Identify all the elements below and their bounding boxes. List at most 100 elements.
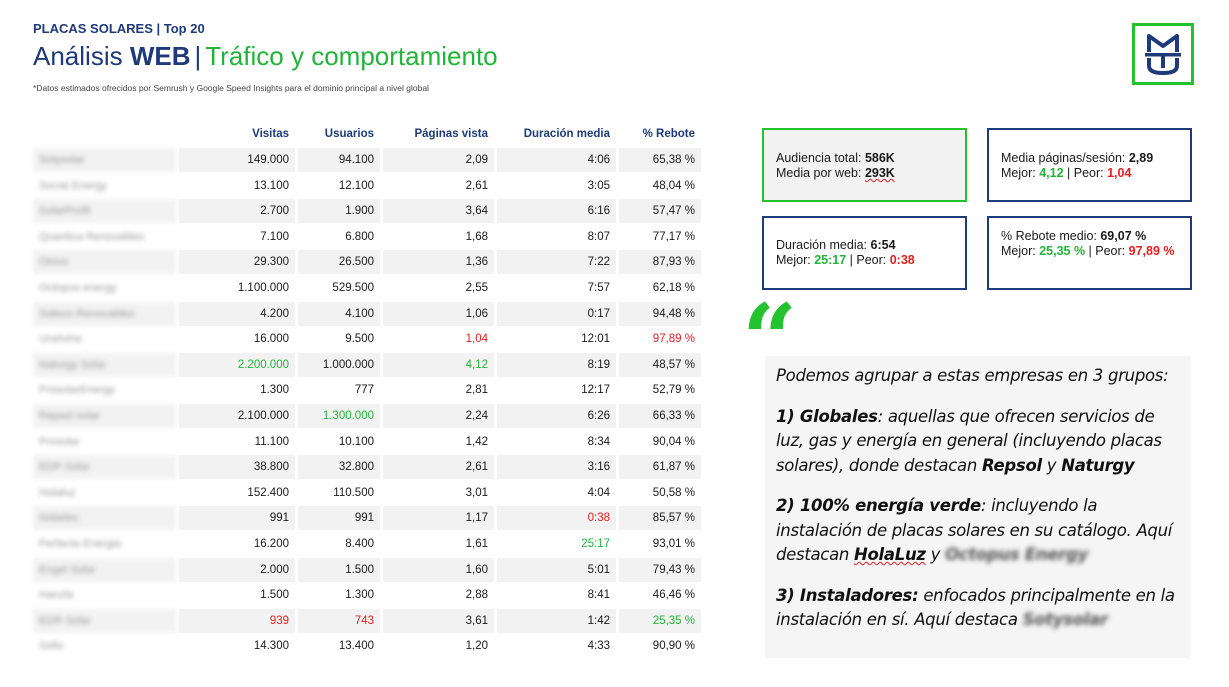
duracion-peor: 0:38: [889, 253, 915, 267]
insight-quote: Podemos agrupar a estas empresas en 3 gr…: [765, 356, 1190, 658]
company-name: EDP Solar: [33, 455, 176, 480]
cell-rebote: 85,57 %: [619, 506, 701, 531]
company-name: EDR Solar: [33, 608, 176, 633]
cell-duracion: 4:06: [497, 148, 616, 172]
company-name: Sateco Renovables: [33, 301, 176, 326]
company-name: ProsolarEnergy: [39, 384, 115, 397]
table-row: Quantica Renovables 7.100 6.800 1,68 8:07 77,…: [33, 225, 701, 251]
col-usuarios: Usuarios: [324, 128, 374, 140]
table-row: Social Energy 13.100 12.100 2,61 3:05 48,04 %: [33, 174, 701, 200]
cell-duracion: 1:42: [497, 608, 616, 633]
paginas-peor: 1,04: [1107, 166, 1132, 180]
group-1-and: y: [1041, 455, 1062, 475]
cell-rebote: 93,01 %: [652, 537, 695, 550]
cell-paginas: 4,12: [383, 352, 494, 377]
cell-duracion: 4:04: [587, 486, 610, 499]
cell-paginas: 2,09: [383, 148, 494, 172]
table-row: Sateco Renovables 4.200 4.100 1,06 0:17 94,48…: [33, 301, 701, 328]
cell-paginas: 1,60: [383, 557, 494, 582]
source-note: *Datos estimados ofrecidos por Semrush y…: [33, 83, 429, 93]
cell-rebote: 77,17 %: [652, 230, 695, 243]
cell-rebote: 61,87 %: [619, 455, 701, 480]
group-3-title: 3) Instaladores:: [776, 585, 919, 605]
cell-paginas: 1,06: [383, 301, 494, 326]
cell-paginas: 2,61: [465, 179, 488, 192]
rebote-label: % Rebote medio:: [1001, 229, 1101, 243]
cell-visitas: 7.100: [260, 230, 289, 243]
cell-duracion: 7:22: [497, 250, 616, 275]
group-3-brand: Sotysolar: [1022, 610, 1109, 629]
table-row: Otovo 29.300 26.500 1,36 7:22 87,93 %: [33, 250, 701, 276]
table-row: Sollo 14.300 13.400 1,20 4:33 90,90 %: [33, 634, 701, 660]
rebote-mejor-label: Mejor:: [1001, 244, 1040, 258]
media-web-label: Media por web:: [776, 166, 865, 180]
quote-group-2: 2) 100% energía verde: incluyendo la ins…: [776, 494, 1180, 568]
paginas-mejor: 4,12: [1039, 166, 1064, 180]
table-row: ProsolarEnergy 1.300 777 2,81 12:17 52,79 %: [33, 378, 701, 404]
table-row: SolarProfit 2.700 1.900 3,64 6:16 57,47 %: [33, 199, 701, 225]
cell-usuarios: 8.400: [345, 537, 374, 550]
cell-usuarios: 110.500: [333, 486, 374, 499]
stat-rebote: % Rebote medio: 69,07 % Mejor: 25,35 % |…: [987, 216, 1192, 290]
title-prefix: Análisis: [33, 41, 130, 71]
table-row: Repsol solar 2.100.000 1.300.000 2,24 6:26 66…: [33, 403, 701, 430]
paginas-mejor-label: Mejor:: [1001, 166, 1040, 180]
col-rebote: % Rebote: [642, 128, 695, 140]
company-name: Social Energy: [39, 179, 107, 192]
table-row: Unelvine 16.000 9.500 1,04 12:01 97,89 %: [33, 327, 701, 353]
paginas-value: 2,89: [1128, 151, 1154, 165]
table-header: Visitas Usuarios Páginas vista Duración …: [33, 124, 701, 148]
media-web-value: 293K: [864, 166, 895, 180]
cell-paginas: 1,61: [465, 537, 488, 550]
title-separator: |: [194, 41, 202, 71]
group-2-brand-2: Octopus Energy: [945, 545, 1088, 564]
cell-paginas: 1,17: [383, 506, 494, 531]
cell-paginas: 2,24: [383, 403, 494, 428]
stat-paginas: Media páginas/sesión: 2,89 Mejor: 4,12 |…: [987, 128, 1192, 202]
section-tag: PLACAS SOLARES | Top 20: [33, 21, 205, 36]
cell-duracion: 12:01: [581, 333, 610, 346]
cell-usuarios: 9.500: [345, 333, 374, 346]
page-title: Análisis WEB | Tráfico y comportamiento: [33, 41, 498, 72]
stat-audiencia: Audiencia total: 586K Media por web: 293…: [762, 128, 967, 202]
table-row: Prosolar 11.100 10.100 1,42 8:34 90,04 %: [33, 430, 701, 456]
cell-visitas: 149.000: [179, 148, 295, 172]
cell-paginas: 2,88: [465, 589, 488, 602]
company-name: Repsol solar: [33, 403, 176, 428]
quote-group-1: 1) Globales: aquellas que ofrecen servic…: [776, 405, 1180, 479]
group-2-and: y: [925, 545, 946, 564]
cell-duracion: 8:07: [587, 230, 610, 243]
cell-rebote: 87,93 %: [619, 250, 701, 275]
table-row: Sobelec 991 991 1,17 0:38 85,57 %: [33, 506, 701, 532]
quote-group-3: 3) Instaladores: enfocados principalment…: [776, 584, 1180, 633]
table-row: Holaluz 152.400 110.500 3,01 4:04 50,58 %: [33, 481, 701, 507]
cell-visitas: 991: [179, 506, 295, 531]
rebote-peor: 97,89 %: [1128, 244, 1175, 258]
group-1-brand-2: Naturgy: [1061, 455, 1135, 475]
cell-rebote: 57,47 %: [619, 199, 701, 224]
cell-duracion: 4:33: [587, 640, 610, 653]
company-name: Sotysolar: [33, 148, 176, 172]
cell-visitas: 14.300: [253, 640, 289, 653]
company-name: Quantica Renovables: [39, 230, 145, 243]
group-2-title: 2) 100% energía verde: [776, 496, 981, 515]
cell-visitas: 4.200: [179, 301, 295, 326]
logo-mark-icon: [1145, 34, 1181, 76]
cell-rebote: 48,57 %: [619, 352, 701, 377]
cell-duracion: 6:16: [497, 199, 616, 224]
cell-usuarios: 991: [298, 506, 380, 531]
duracion-value: 6:54: [870, 238, 896, 252]
cell-paginas: 1,36: [383, 250, 494, 275]
duracion-label: Duración media:: [776, 238, 871, 252]
cell-usuarios: 777: [354, 384, 374, 397]
cell-rebote: 46,46 %: [652, 589, 695, 602]
cell-visitas: 1.100.000: [237, 281, 289, 294]
company-name: Perfecta Energia: [39, 537, 121, 550]
cell-rebote: 65,38 %: [619, 148, 701, 172]
cell-duracion: 8:34: [587, 435, 610, 448]
company-name: Sobelec: [33, 506, 176, 531]
cell-duracion: 6:26: [497, 403, 616, 428]
cell-paginas: 3,61: [383, 608, 494, 633]
title-bold: WEB: [129, 41, 191, 71]
duracion-mejor: 25:17: [814, 253, 847, 267]
